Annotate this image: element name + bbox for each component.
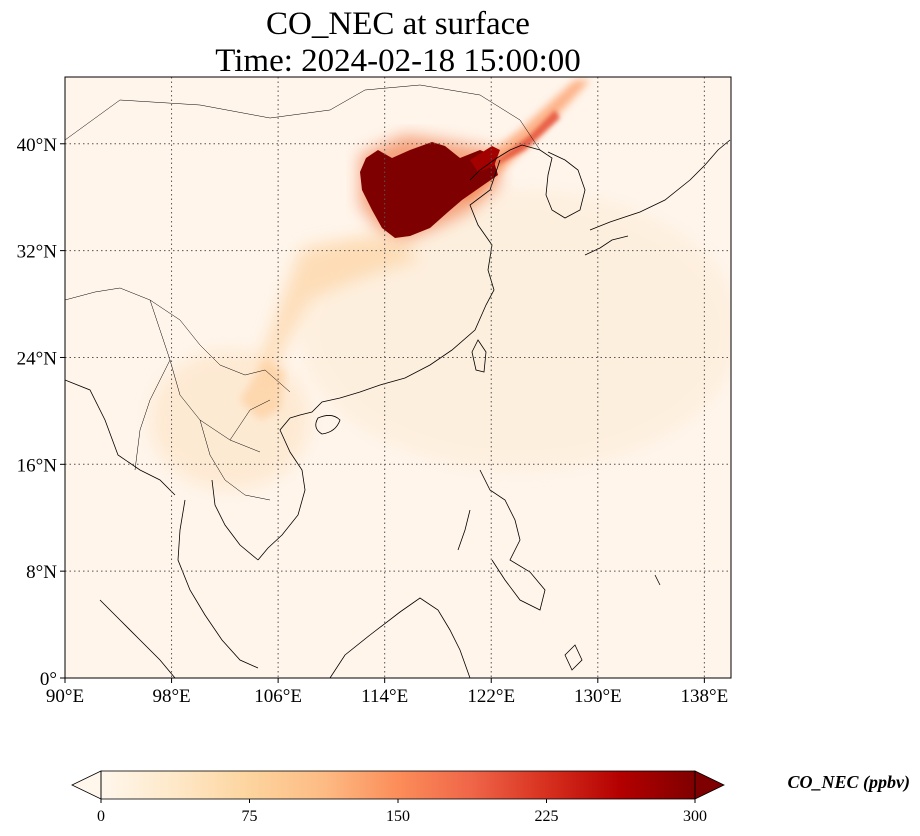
lon-tick-label: 90°E <box>46 686 84 707</box>
lon-tick-label: 98°E <box>152 686 190 707</box>
lat-tick-label: 0° <box>40 669 57 690</box>
lon-tick-label: 138°E <box>681 686 729 707</box>
lat-tick-label: 8°N <box>26 562 57 583</box>
map-frame <box>64 76 732 679</box>
map-panel <box>64 76 732 679</box>
colorbar-tick-label: 300 <box>683 808 707 825</box>
lon-tick-label: 106°E <box>254 686 302 707</box>
colorbar-tick-label: 75 <box>242 808 258 825</box>
lat-tick-label: 24°N <box>17 348 58 369</box>
lat-tick-label: 32°N <box>17 242 58 263</box>
lat-tick-label: 16°N <box>17 455 58 476</box>
colorbar-min-extend-arrow <box>71 770 102 800</box>
coastlines <box>65 139 731 678</box>
co-plume-core <box>360 142 498 238</box>
lon-tick-label: 130°E <box>574 686 622 707</box>
colorbar-max-extend-arrow <box>694 770 725 800</box>
colorbar-gradient <box>101 771 695 799</box>
gridlines <box>65 77 731 678</box>
colorbar-label: CO_NEC (ppbv) <box>788 772 911 793</box>
colorbar-ticks: 0 75 150 225 300 <box>97 799 707 825</box>
colorbar-tick-label: 225 <box>535 808 559 825</box>
lon-tick-label: 114°E <box>361 686 408 707</box>
country-borders <box>65 84 541 501</box>
lon-tick-label: 122°E <box>467 686 515 707</box>
colorbar-tick-label: 150 <box>386 808 410 825</box>
colorbar-tick-label: 0 <box>97 808 105 825</box>
lat-tick-label: 40°N <box>17 135 58 156</box>
latitude-axis: 0° 8°N 16°N 24°N 32°N 40°N <box>17 135 65 690</box>
map-title: CO_NEC at surface <box>266 6 530 42</box>
concentration-field <box>150 80 731 490</box>
longitude-axis: 90°E 98°E 106°E 114°E 122°E 130°E 138°E <box>46 678 728 707</box>
map-subtitle-time: Time: 2024-02-18 15:00:00 <box>215 43 581 79</box>
colorbar: 0 75 150 225 300 CO_NEC (ppbv) <box>71 770 911 825</box>
